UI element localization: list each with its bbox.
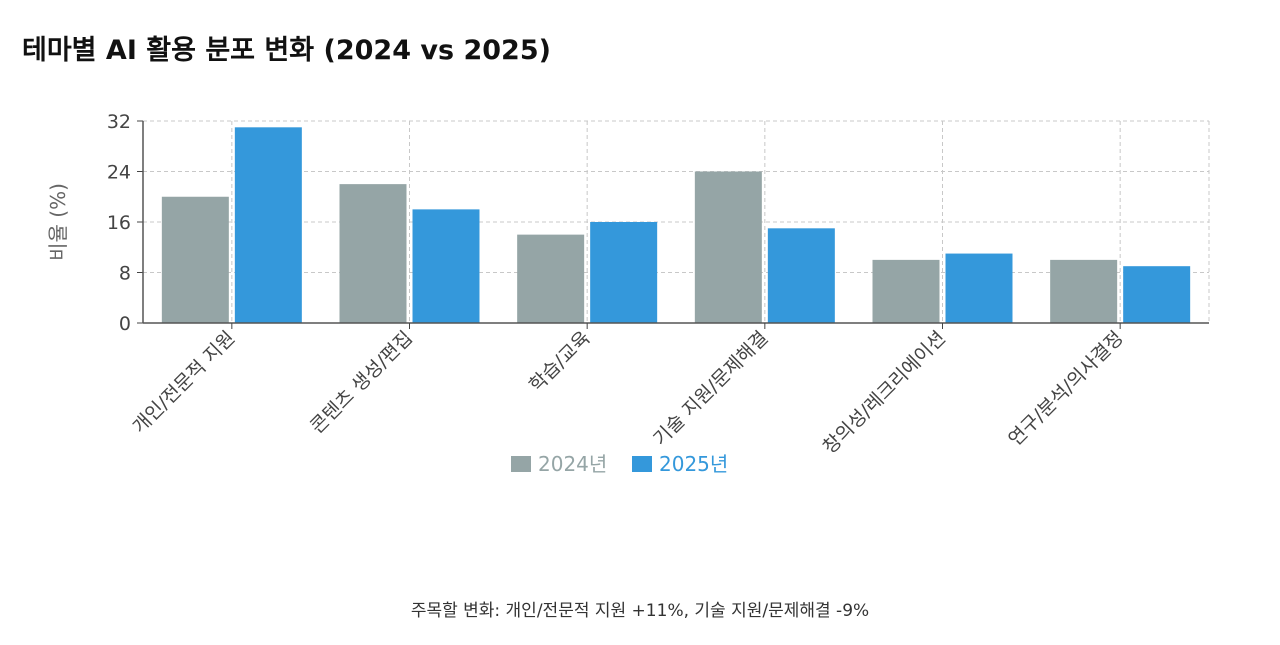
bar-2025: 2025년 · 창의성/레크리에이션: 11% xyxy=(945,253,1013,323)
bar-2024: 2024년 · 창의성/레크리에이션: 10% xyxy=(872,259,940,323)
grid-layer xyxy=(143,120,1210,323)
y-tick-label: 24 xyxy=(107,162,131,184)
bar-2024: 2024년 · 학습/교육: 14% xyxy=(517,234,585,323)
x-tick-label: 개인/전문적 지원 xyxy=(128,327,239,438)
y-tick-label: 0 xyxy=(119,313,131,335)
bar-2025: 2025년 · 기술 지원/문제해결: 15% xyxy=(767,228,835,323)
x-tick-label: 창의성/레크리에이션 xyxy=(819,327,950,458)
legend-label-2024: 2024년 xyxy=(538,452,607,476)
x-tick-label: 학습/교육 xyxy=(525,327,595,397)
bar-2025: 2025년 · 학습/교육: 16% xyxy=(590,222,658,323)
bar-2025: 2025년 · 연구/분석/의사결정: 9% xyxy=(1123,266,1191,323)
y-tick-label: 32 xyxy=(107,111,131,133)
x-tick-label: 연구/분석/의사결정 xyxy=(1004,327,1128,451)
legend-swatch-2024 xyxy=(511,456,531,472)
bar-2025: 2025년 · 개인/전문적 지원: 31% xyxy=(234,127,302,323)
bar-2024: 2024년 · 연구/분석/의사결정: 10% xyxy=(1050,259,1118,323)
bar-2025: 2025년 · 콘텐츠 생성/편집: 18% xyxy=(412,209,480,323)
page-title: 테마별 AI 활용 분포 변화 (2024 vs 2025) xyxy=(22,35,551,66)
footnote: 주목할 변화: 개인/전문적 지원 +11%, 기술 지원/문제해결 -9% xyxy=(410,601,870,621)
y-axis-title: 비율 (%) xyxy=(46,183,70,261)
y-tick-label: 8 xyxy=(119,263,131,285)
bar-2024: 2024년 · 콘텐츠 생성/편집: 22% xyxy=(339,184,407,323)
legend-layer: 2024년 2025년 xyxy=(511,452,728,476)
x-tick-label: 기술 지원/문제해결 xyxy=(649,327,772,450)
bar-2024: 2024년 · 개인/전문적 지원: 20% xyxy=(161,196,229,323)
bar-2024: 2024년 · 기술 지원/문제해결: 24% xyxy=(694,171,762,323)
axes-layer xyxy=(137,120,1209,329)
legend-label-2025: 2025년 xyxy=(659,452,728,476)
x-tick-label: 콘텐츠 생성/편집 xyxy=(306,327,417,438)
y-tick-label: 16 xyxy=(107,212,131,234)
legend-swatch-2025 xyxy=(632,456,652,472)
bars-layer: 2024년 · 개인/전문적 지원: 20% 2024년 · 콘텐츠 생성/편집:… xyxy=(161,127,1191,323)
